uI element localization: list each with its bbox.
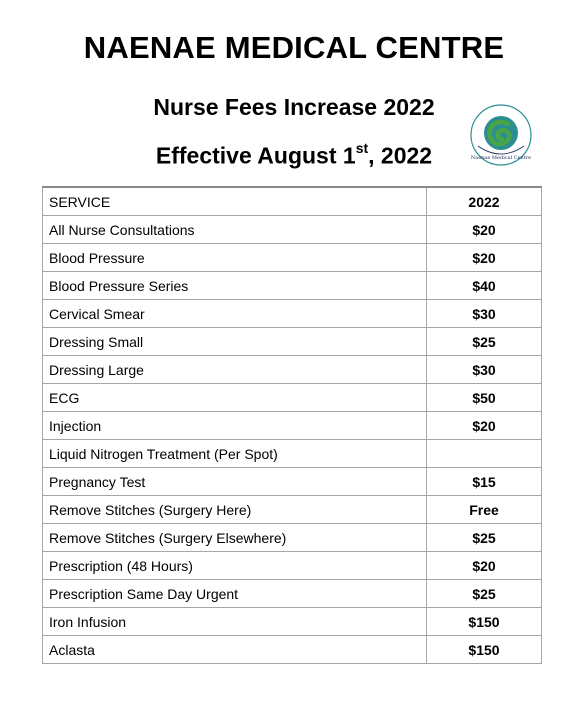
- price-cell: $25: [426, 579, 542, 608]
- table-row: Remove Stitches (Surgery Here) Free: [42, 495, 542, 524]
- column-header-service: SERVICE: [42, 186, 427, 216]
- effective-date-ordinal: st: [355, 140, 369, 156]
- service-cell: Pregnancy Test: [42, 467, 427, 496]
- price-cell: $20: [426, 215, 542, 244]
- logo-text: Naenae Medical Centre: [471, 155, 531, 161]
- service-cell: ECG: [42, 383, 427, 412]
- service-cell: Liquid Nitrogen Treatment (Per Spot): [42, 439, 427, 468]
- price-cell: $25: [426, 523, 542, 552]
- service-cell: Injection: [42, 411, 427, 440]
- price-cell: [426, 439, 542, 468]
- service-cell: Prescription Same Day Urgent: [42, 579, 427, 608]
- service-cell: Cervical Smear: [42, 299, 427, 328]
- table-row: All Nurse Consultations $20: [42, 215, 542, 244]
- table-header-row: SERVICE 2022: [42, 186, 542, 216]
- page-title: NAENAE MEDICAL CENTRE: [83, 30, 505, 65]
- table-row: Dressing Small $25: [42, 327, 542, 356]
- price-cell: $150: [426, 607, 542, 636]
- subtitle: Nurse Fees Increase 2022: [153, 94, 435, 120]
- price-cell: $20: [426, 243, 542, 272]
- table-row: Blood Pressure $20: [42, 243, 542, 272]
- table-row: Prescription Same Day Urgent $25: [42, 579, 542, 608]
- price-cell: $20: [426, 551, 542, 580]
- price-cell: $50: [426, 383, 542, 412]
- table-row: Cervical Smear $30: [42, 299, 542, 328]
- service-cell: Blood Pressure: [42, 243, 427, 272]
- service-cell: Aclasta: [42, 635, 427, 664]
- service-cell: Prescription (48 Hours): [42, 551, 427, 580]
- service-cell: Remove Stitches (Surgery Here): [42, 495, 427, 524]
- logo-koru-icon: [487, 119, 512, 147]
- price-cell: $25: [426, 327, 542, 356]
- logo-arc: [477, 145, 525, 155]
- price-cell: $30: [426, 299, 542, 328]
- effective-date-suffix: , 2022: [368, 142, 433, 169]
- table-row: Remove Stitches (Surgery Elsewhere) $25: [42, 523, 542, 552]
- price-cell: $150: [426, 635, 542, 664]
- service-cell: Blood Pressure Series: [42, 271, 427, 300]
- service-cell: Dressing Large: [42, 355, 427, 384]
- price-cell: $20: [426, 411, 542, 440]
- service-cell: All Nurse Consultations: [42, 215, 427, 244]
- price-cell: $40: [426, 271, 542, 300]
- table-row: Injection $20: [42, 411, 542, 440]
- table-row: Pregnancy Test $15: [42, 467, 542, 496]
- table-row: Dressing Large $30: [42, 355, 542, 384]
- price-cell: Free: [426, 495, 542, 524]
- clinic-logo: Naenae Medical Centre: [470, 104, 532, 166]
- table-row: Blood Pressure Series $40: [42, 271, 542, 300]
- effective-date: Effective August 1st, 2022: [0, 140, 588, 170]
- price-cell: $30: [426, 355, 542, 384]
- table-row: Aclasta $150: [42, 635, 542, 664]
- table-row: ECG $50: [42, 383, 542, 412]
- table-row: Iron Infusion $150: [42, 607, 542, 636]
- service-cell: Remove Stitches (Surgery Elsewhere): [42, 523, 427, 552]
- fees-table: SERVICE 2022 All Nurse Consultations $20 …: [42, 186, 542, 664]
- table-row: Liquid Nitrogen Treatment (Per Spot): [42, 439, 542, 468]
- column-header-year: 2022: [426, 186, 542, 216]
- service-cell: Dressing Small: [42, 327, 427, 356]
- price-cell: $15: [426, 467, 542, 496]
- service-cell: Iron Infusion: [42, 607, 427, 636]
- table-row: Prescription (48 Hours) $20: [42, 551, 542, 580]
- effective-date-prefix: Effective August 1: [155, 142, 356, 169]
